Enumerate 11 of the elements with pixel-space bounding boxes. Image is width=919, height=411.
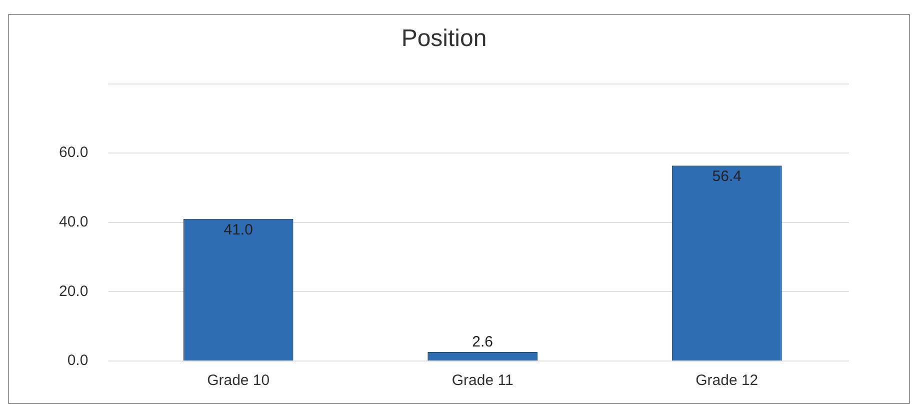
- data-label: 2.6: [472, 334, 494, 351]
- y-tick-label: 0.0: [67, 352, 88, 370]
- data-label: 56.4: [712, 168, 742, 186]
- x-tick-label: Grade 10: [207, 372, 270, 390]
- y-tick-label: 60.0: [58, 144, 88, 162]
- x-tick-label: Grade 11: [452, 372, 514, 390]
- data-label: 41.0: [224, 222, 253, 239]
- y-tick-label: 40.0: [58, 214, 88, 231]
- x-tick-label: Grade 12: [696, 372, 758, 390]
- y-tick-label: 20.0: [58, 282, 88, 300]
- chart-title: Position: [401, 25, 487, 52]
